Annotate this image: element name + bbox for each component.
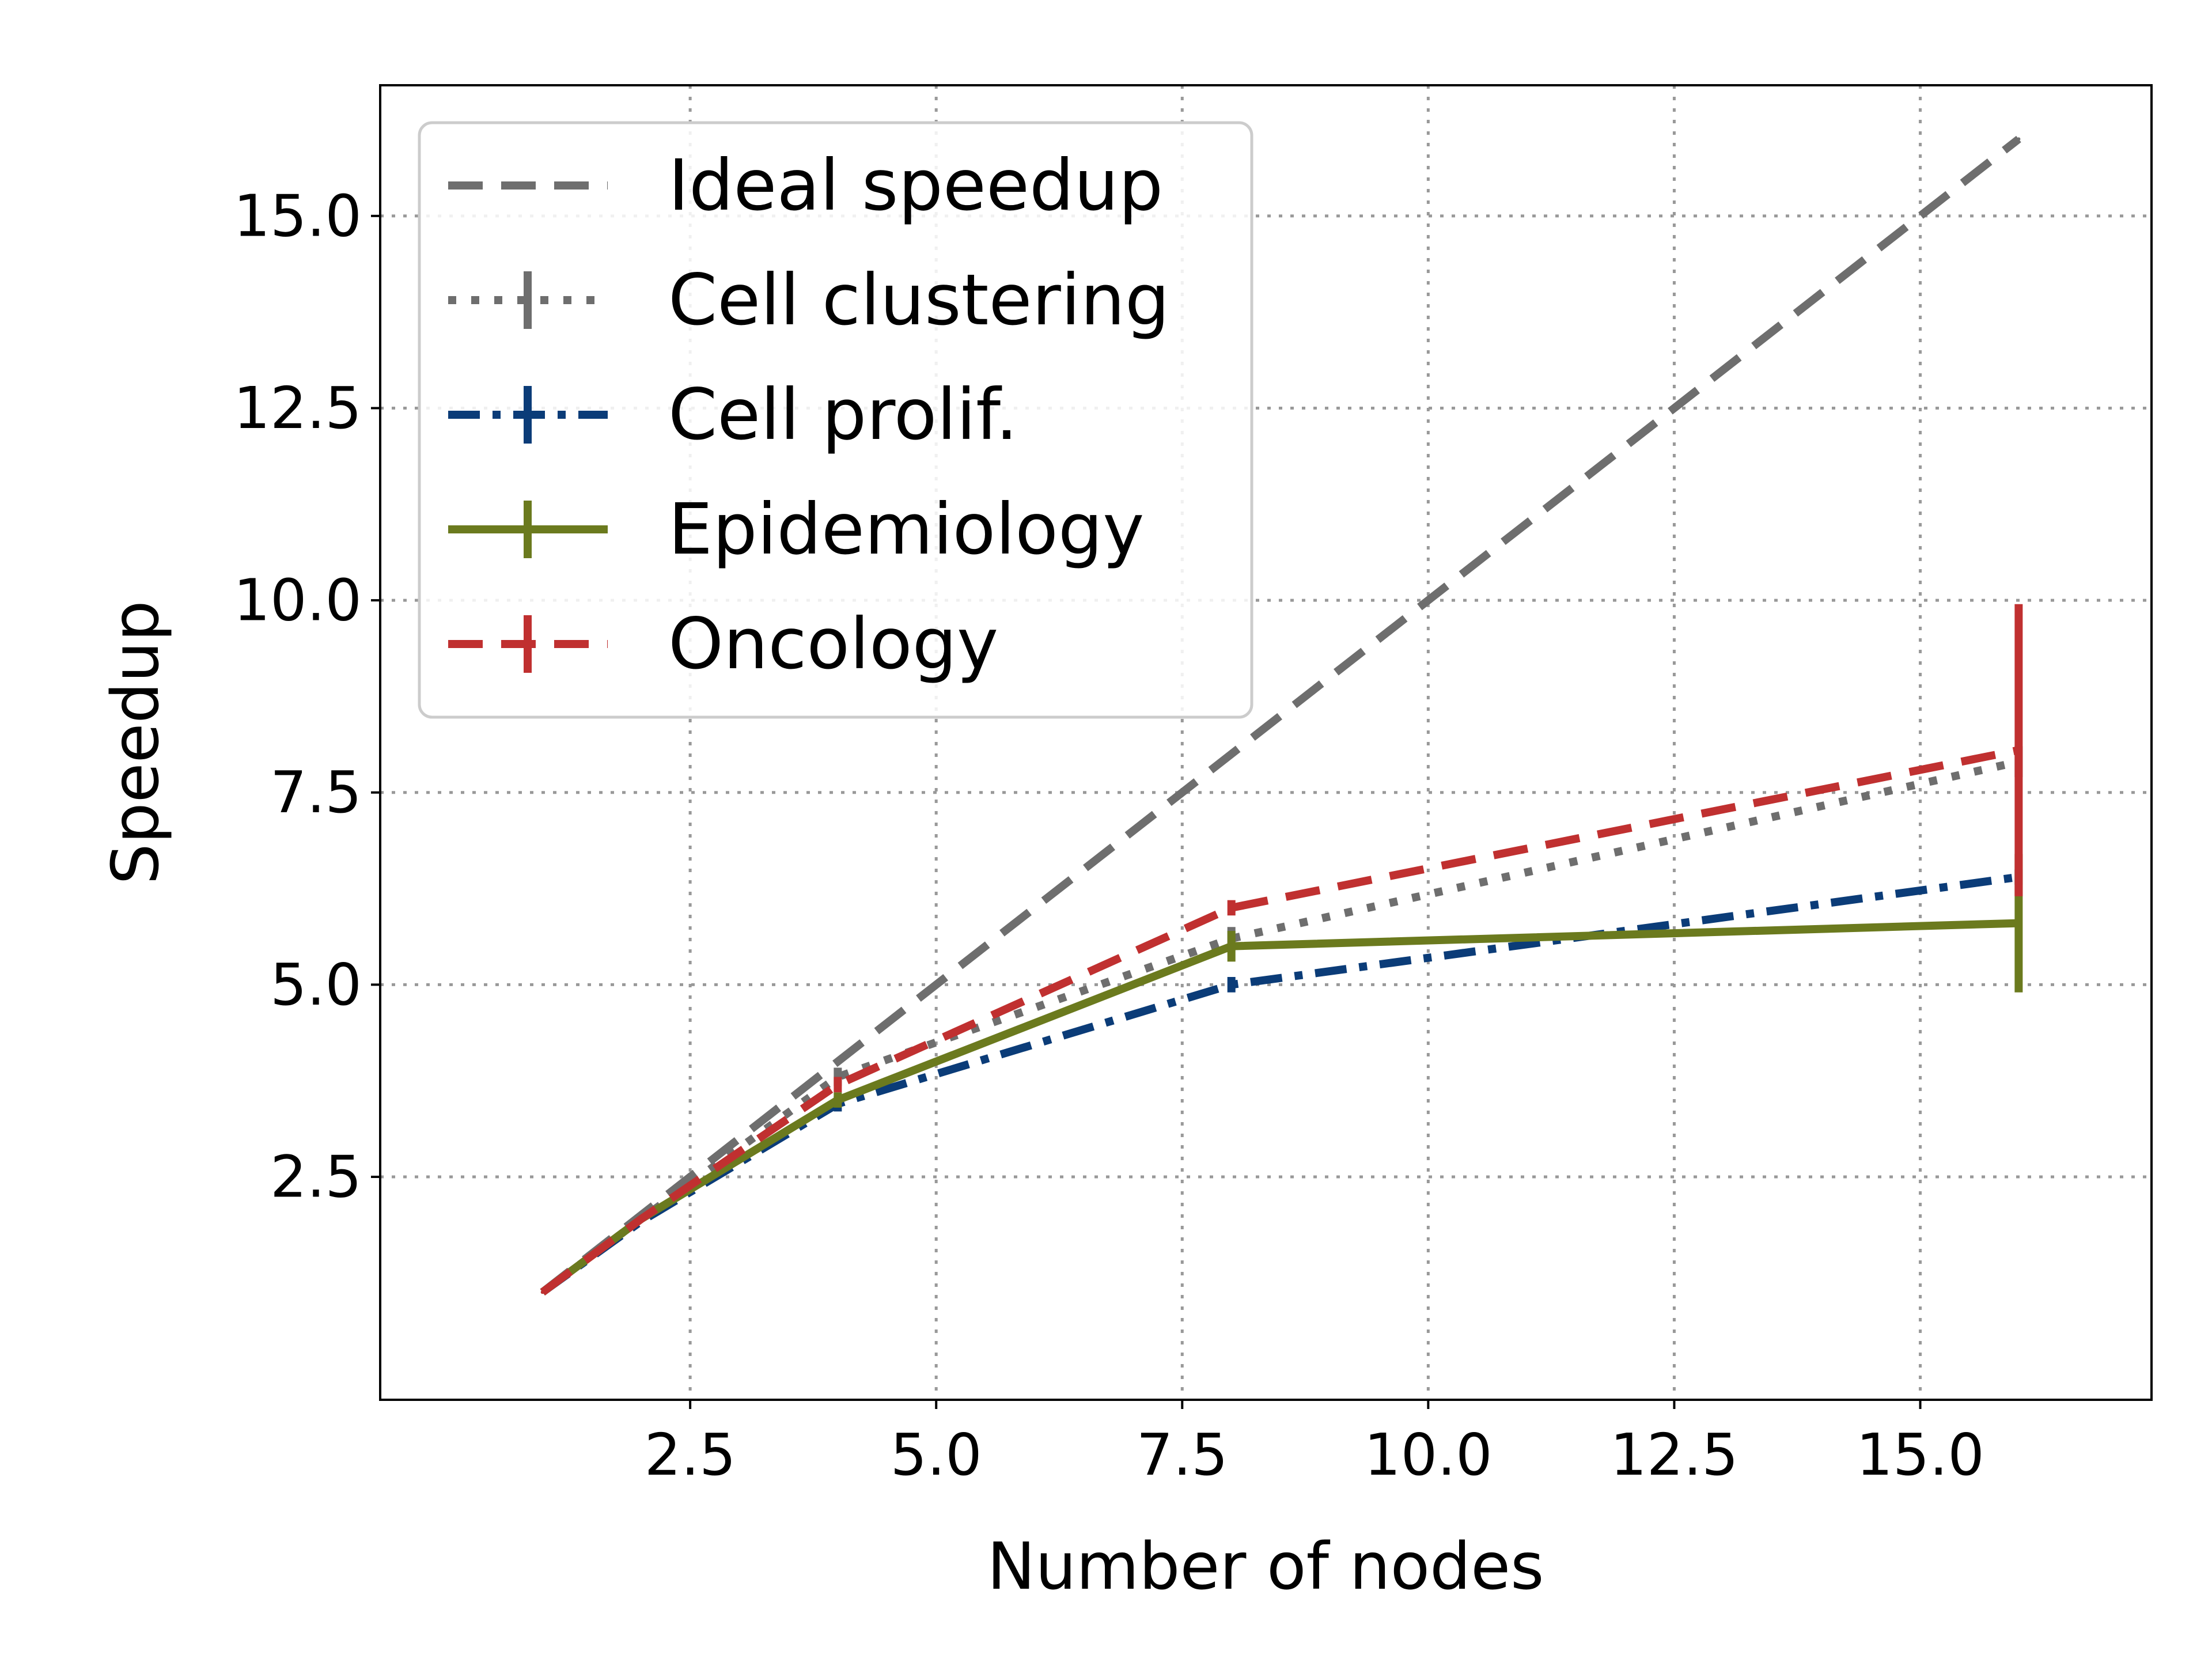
- data-point: [540, 1290, 544, 1294]
- legend-label: Ideal speedup: [668, 145, 1163, 226]
- y-axis-label: Speedup: [99, 600, 173, 884]
- x-tick-label: 5.0: [891, 1421, 982, 1488]
- x-tick-label: 2.5: [645, 1421, 736, 1488]
- plot-frame: [379, 84, 2153, 1401]
- y-tick-label: 5.0: [270, 951, 362, 1018]
- series-layer: [540, 135, 2023, 1296]
- legend-box: [418, 121, 1253, 719]
- legend-label: Cell clustering: [668, 259, 1169, 341]
- y-tick-label: 7.5: [270, 759, 362, 826]
- legend-label: Oncology: [668, 603, 998, 685]
- legend-label: Cell prolif.: [668, 374, 1018, 456]
- y-tick-label: 15.0: [233, 182, 362, 249]
- x-tick-label: 10.0: [1364, 1421, 1493, 1488]
- series-oncology: [540, 604, 2023, 1296]
- legend: Ideal speedup Cell clustering Cell prolif.…: [418, 121, 1253, 719]
- legend-entry: Oncology: [448, 603, 998, 685]
- x-tick-label: 7.5: [1137, 1421, 1228, 1488]
- legend-entry: Cell prolif.: [448, 374, 1018, 456]
- data-point: [2017, 137, 2021, 141]
- ticks: 2.5 5.0 7.5 10.0 12.5 15.0 2.5 5.0 7.5 10.0 12.5 15…: [233, 182, 1984, 1488]
- y-tick-label: 10.0: [233, 567, 362, 634]
- data-point: [1229, 752, 1233, 756]
- y-tick-label: 2.5: [270, 1143, 362, 1210]
- legend-entry: Ideal speedup: [448, 145, 1163, 226]
- data-point: [836, 1059, 840, 1063]
- y-tick-label: 12.5: [233, 374, 362, 442]
- legend-entry: Epidemiology: [448, 488, 1144, 570]
- x-tick-label: 12.5: [1610, 1421, 1738, 1488]
- legend-entry: Cell clustering: [448, 259, 1169, 341]
- legend-label: Epidemiology: [668, 488, 1144, 570]
- data-point: [639, 1217, 643, 1221]
- series-line: [540, 746, 2020, 1296]
- x-tick-label: 15.0: [1856, 1421, 1984, 1488]
- x-axis-label: Number of nodes: [987, 1529, 1544, 1604]
